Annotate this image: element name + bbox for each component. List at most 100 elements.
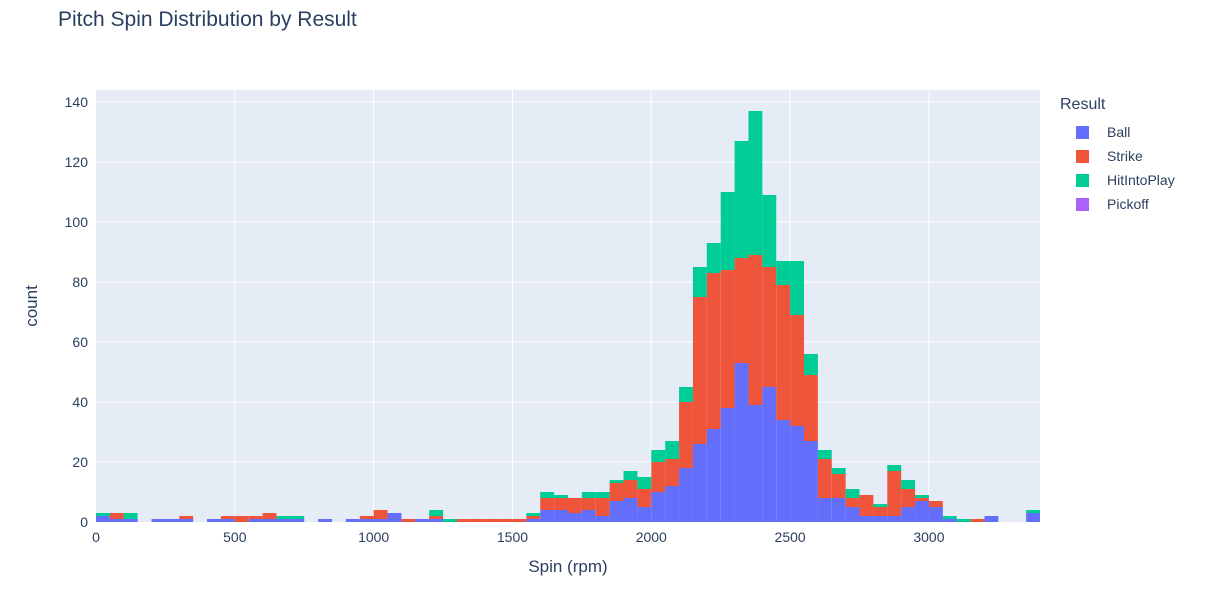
bar-strike-2450[interactable]	[776, 285, 791, 420]
bar-hitintoplay-2350[interactable]	[748, 111, 763, 255]
bar-ball-2550[interactable]	[804, 441, 818, 522]
bar-strike-50[interactable]	[109, 513, 124, 519]
bar-strike-1200[interactable]	[429, 516, 444, 519]
bar-hitintoplay-2400[interactable]	[762, 195, 777, 267]
bar-ball-1800[interactable]	[595, 516, 610, 522]
bar-strike-550[interactable]	[248, 516, 263, 519]
bar-strike-1700[interactable]	[568, 498, 582, 513]
bar-hitintoplay-1650[interactable]	[554, 495, 568, 498]
bar-ball-650[interactable]	[276, 519, 291, 522]
bar-strike-1850[interactable]	[609, 483, 624, 501]
bar-ball-1700[interactable]	[568, 513, 582, 522]
bar-strike-2700[interactable]	[845, 498, 860, 507]
bar-hitintoplay-2300[interactable]	[734, 141, 749, 258]
bar-ball-2150[interactable]	[692, 444, 707, 522]
bar-ball-700[interactable]	[290, 519, 305, 522]
bar-ball-2100[interactable]	[679, 468, 693, 522]
bar-hitintoplay-1800[interactable]	[595, 492, 610, 498]
bar-ball-0[interactable]	[96, 516, 110, 522]
bar-ball-300[interactable]	[179, 519, 194, 522]
bar-ball-400[interactable]	[207, 519, 221, 522]
bar-hitintoplay-2100[interactable]	[679, 387, 693, 402]
bar-ball-900[interactable]	[345, 519, 360, 522]
bar-ball-2200[interactable]	[706, 429, 721, 522]
bar-strike-500[interactable]	[234, 516, 249, 522]
bar-strike-3150[interactable]	[970, 519, 985, 522]
legend-item-strike[interactable]: Strike	[1060, 144, 1175, 168]
bar-hitintoplay-1200[interactable]	[429, 510, 444, 516]
bar-strike-2950[interactable]	[915, 498, 929, 501]
bar-hitintoplay-650[interactable]	[276, 516, 291, 519]
bar-strike-1400[interactable]	[484, 519, 499, 522]
bar-strike-950[interactable]	[359, 516, 374, 519]
bar-strike-2650[interactable]	[831, 474, 846, 498]
bar-ball-2700[interactable]	[845, 507, 860, 522]
bar-hitintoplay-700[interactable]	[290, 516, 305, 519]
bar-ball-2600[interactable]	[817, 498, 832, 522]
bar-ball-2650[interactable]	[831, 498, 846, 522]
bar-ball-3050[interactable]	[942, 519, 957, 522]
bar-strike-1550[interactable]	[526, 516, 541, 519]
bar-strike-1800[interactable]	[595, 498, 610, 516]
bar-ball-2450[interactable]	[776, 420, 791, 522]
bar-hitintoplay-1900[interactable]	[623, 471, 638, 480]
bar-ball-2300[interactable]	[734, 363, 749, 522]
bar-ball-3000[interactable]	[928, 507, 943, 522]
bar-ball-2800[interactable]	[873, 516, 888, 522]
bar-hitintoplay-2200[interactable]	[706, 243, 721, 273]
bar-ball-1850[interactable]	[609, 501, 624, 522]
bar-ball-200[interactable]	[151, 519, 166, 522]
bar-strike-2850[interactable]	[887, 471, 902, 516]
bar-ball-1050[interactable]	[387, 513, 402, 522]
bar-ball-550[interactable]	[248, 519, 263, 522]
bar-ball-1600[interactable]	[540, 510, 555, 522]
bar-strike-1300[interactable]	[456, 519, 471, 522]
bar-ball-1650[interactable]	[554, 510, 568, 522]
bar-ball-2950[interactable]	[915, 501, 929, 522]
bar-hitintoplay-2800[interactable]	[873, 504, 888, 507]
bar-ball-1950[interactable]	[637, 507, 652, 522]
bar-ball-100[interactable]	[123, 519, 138, 522]
bar-strike-300[interactable]	[179, 516, 194, 519]
bar-hitintoplay-2000[interactable]	[651, 450, 666, 462]
bar-strike-2750[interactable]	[859, 495, 874, 516]
bar-hitintoplay-2650[interactable]	[831, 468, 846, 474]
bar-strike-2400[interactable]	[762, 267, 777, 387]
bar-hitintoplay-2700[interactable]	[845, 489, 860, 498]
bar-hitintoplay-2150[interactable]	[692, 267, 707, 297]
bar-hitintoplay-2050[interactable]	[665, 441, 680, 459]
bar-hitintoplay-0[interactable]	[96, 513, 110, 516]
bar-strike-1350[interactable]	[470, 519, 485, 522]
bar-strike-1900[interactable]	[623, 480, 638, 498]
bar-hitintoplay-1950[interactable]	[637, 477, 652, 489]
bar-strike-1950[interactable]	[637, 489, 652, 507]
bar-ball-2400[interactable]	[762, 387, 777, 522]
bar-strike-2150[interactable]	[692, 297, 707, 444]
bar-strike-2800[interactable]	[873, 507, 888, 516]
bar-ball-2500[interactable]	[790, 426, 804, 522]
bar-hitintoplay-100[interactable]	[123, 513, 138, 519]
bar-hitintoplay-2850[interactable]	[887, 465, 902, 471]
bar-strike-2500[interactable]	[790, 315, 804, 426]
bar-strike-1750[interactable]	[581, 498, 596, 510]
bar-ball-1900[interactable]	[623, 498, 638, 522]
bar-strike-1000[interactable]	[373, 510, 388, 519]
bar-strike-2900[interactable]	[901, 489, 916, 507]
bar-hitintoplay-1850[interactable]	[609, 480, 624, 483]
bar-hitintoplay-1250[interactable]	[443, 519, 457, 522]
bar-ball-2750[interactable]	[859, 516, 874, 522]
bar-ball-2250[interactable]	[720, 408, 735, 522]
bar-ball-3200[interactable]	[984, 516, 999, 522]
bar-strike-1600[interactable]	[540, 498, 555, 510]
bar-strike-2100[interactable]	[679, 402, 693, 468]
bar-strike-2550[interactable]	[804, 375, 818, 441]
bar-strike-2600[interactable]	[817, 459, 832, 498]
bar-ball-50[interactable]	[109, 519, 124, 522]
bar-hitintoplay-2250[interactable]	[720, 192, 735, 270]
bar-hitintoplay-1600[interactable]	[540, 492, 555, 498]
bar-hitintoplay-1550[interactable]	[526, 513, 541, 516]
bar-ball-1750[interactable]	[581, 510, 596, 522]
bar-ball-1550[interactable]	[526, 519, 541, 522]
bar-ball-250[interactable]	[165, 519, 180, 522]
bar-ball-2850[interactable]	[887, 516, 902, 522]
